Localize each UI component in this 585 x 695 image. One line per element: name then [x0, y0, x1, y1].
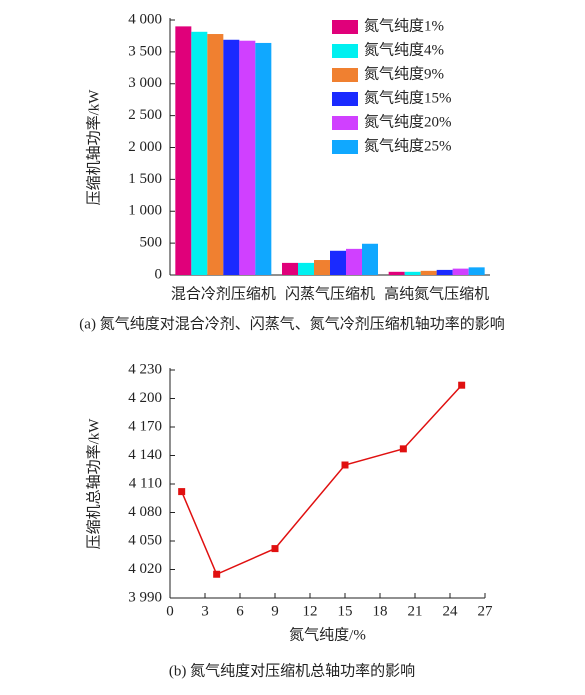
bar	[452, 268, 469, 275]
y-tick-label: 1 000	[128, 203, 162, 219]
bar	[468, 267, 485, 275]
y-tick-label: 4 050	[128, 532, 162, 548]
x-tick-label: 0	[166, 603, 174, 619]
bar	[420, 270, 437, 275]
x-tick-label: 混合冷剂压缩机	[171, 285, 276, 302]
x-tick-label: 21	[408, 603, 423, 619]
legend-swatch	[332, 68, 358, 82]
legend-label: 氮气纯度4%	[364, 41, 444, 58]
y-tick-label: 4 170	[128, 418, 162, 434]
x-tick-label: 闪蒸气压缩机	[285, 285, 375, 302]
bar	[191, 31, 208, 276]
legend-label: 氮气纯度9%	[364, 65, 444, 82]
y-tick-label: 4 200	[128, 390, 162, 406]
legend-label: 氮气纯度1%	[364, 17, 444, 34]
caption: (a) 氮气纯度对混合冷剂、闪蒸气、氮气冷剂压缩机轴功率的影响	[79, 315, 504, 332]
bar	[388, 271, 405, 275]
bar	[330, 250, 346, 275]
bar	[436, 269, 453, 275]
x-tick-label: 高纯氮气压缩机	[384, 285, 489, 302]
marker	[271, 545, 279, 553]
bar	[404, 271, 421, 275]
bar	[223, 39, 240, 276]
x-tick-label: 3	[201, 603, 209, 619]
y-tick-label: 500	[140, 235, 163, 251]
x-tick-label: 9	[271, 603, 279, 619]
x-tick-label: 27	[478, 603, 494, 619]
y-tick-label: 4 080	[128, 504, 162, 520]
line	[180, 384, 463, 576]
y-tick-label: 4 020	[128, 561, 162, 577]
legend-label: 氮气纯度20%	[364, 113, 452, 130]
y-tick-label: 4 140	[128, 447, 162, 463]
legend-label: 氮气纯度25%	[364, 137, 452, 154]
marker	[399, 445, 407, 453]
x-tick-label: 15	[338, 603, 353, 619]
x-axis-label: 氮气纯度/%	[289, 626, 366, 643]
bar	[175, 26, 192, 275]
marker	[341, 461, 349, 469]
y-tick-label: 4 230	[128, 361, 162, 377]
x-tick-label: 24	[443, 603, 459, 619]
x-tick-label: 18	[373, 603, 388, 619]
y-tick-label: 0	[155, 266, 163, 282]
bar	[255, 42, 272, 276]
legend-label: 氮气纯度15%	[364, 89, 452, 106]
y-tick-label: 3 500	[128, 43, 162, 59]
y-tick-label: 2 000	[128, 139, 162, 155]
y-tick-label: 3 000	[128, 75, 162, 91]
y-tick-label: 2 500	[128, 107, 162, 123]
y-axis-label: 压缩机轴功率/kW	[85, 89, 102, 206]
legend-swatch	[332, 116, 358, 130]
legend-swatch	[332, 20, 358, 34]
bar	[282, 262, 298, 275]
y-axis-label: 压缩机总轴功率/kW	[85, 418, 102, 550]
marker	[178, 488, 186, 496]
marker	[458, 381, 466, 389]
bar	[362, 243, 378, 275]
y-tick-label: 1 500	[128, 171, 162, 187]
bar	[346, 248, 362, 275]
legend-swatch	[332, 44, 358, 58]
x-tick-label: 6	[236, 603, 244, 619]
y-tick-label: 3 990	[128, 589, 162, 605]
bar	[239, 40, 256, 275]
y-tick-label: 4 110	[129, 475, 162, 491]
bar	[298, 262, 314, 275]
bar	[207, 34, 224, 276]
x-tick-label: 12	[303, 603, 318, 619]
legend-swatch	[332, 140, 358, 154]
caption: (b) 氮气纯度对压缩机总轴功率的影响	[169, 662, 415, 679]
bar	[314, 260, 330, 275]
y-tick-label: 4 000	[128, 11, 162, 27]
legend-swatch	[332, 92, 358, 106]
marker	[213, 570, 221, 578]
